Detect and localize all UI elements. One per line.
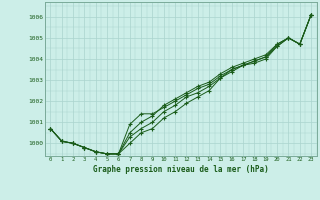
- X-axis label: Graphe pression niveau de la mer (hPa): Graphe pression niveau de la mer (hPa): [93, 165, 269, 174]
